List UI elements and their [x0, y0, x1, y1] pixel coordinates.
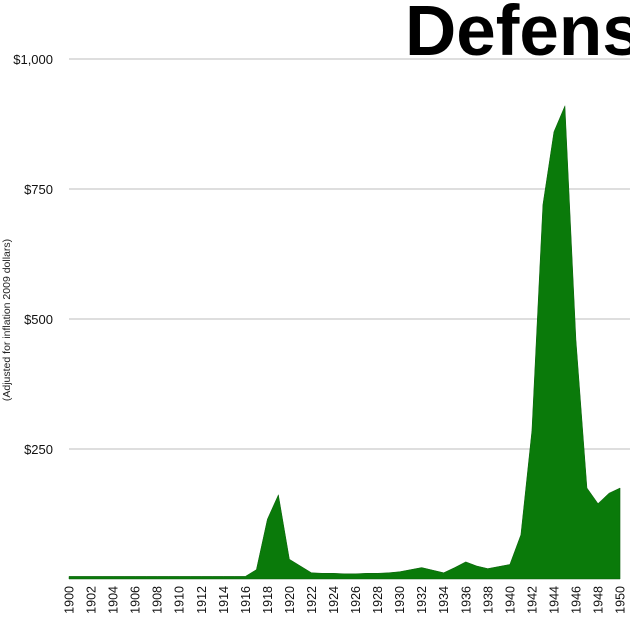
- x-tick-label: 1906: [129, 586, 143, 614]
- x-tick-label: 1920: [283, 586, 297, 614]
- x-tick-label: 1942: [525, 586, 539, 614]
- y-tick-label: $750: [24, 182, 53, 197]
- x-tick-label: 1934: [437, 586, 451, 614]
- x-tick-label: 1926: [349, 586, 363, 614]
- defense-spending-area: [69, 106, 620, 579]
- x-tick-label: 1922: [305, 586, 319, 614]
- x-tick-label: 1944: [547, 586, 561, 614]
- x-tick-label: 1928: [371, 586, 385, 614]
- y-axis-label: (Adjusted for inflation 2009 dollars): [1, 239, 13, 401]
- x-tick-label: 1904: [107, 586, 121, 614]
- x-tick-label: 1916: [239, 586, 253, 614]
- y-axis-ticks: $1,000 $750 $500 $250: [13, 52, 53, 457]
- x-tick-label: 1912: [195, 586, 209, 614]
- x-tick-label: 1950: [614, 586, 628, 614]
- x-tick-label: 1936: [459, 586, 473, 614]
- chart-title: Defens: [405, 0, 630, 71]
- x-tick-label: 1918: [261, 586, 275, 614]
- x-tick-label: 1946: [569, 586, 583, 614]
- y-tick-label: $500: [24, 312, 53, 327]
- x-tick-label: 1948: [592, 586, 606, 614]
- y-tick-label: $250: [24, 442, 53, 457]
- x-tick-label: 1930: [393, 586, 407, 614]
- x-tick-label: 1940: [503, 586, 517, 614]
- y-tick-label: $1,000: [13, 52, 53, 67]
- x-tick-label: 1924: [327, 586, 341, 614]
- x-tick-label: 1900: [63, 586, 77, 614]
- x-axis-ticks: 1900 1902 1904 1906 1908 1910 1912 1914 1916 1918…: [63, 586, 628, 614]
- x-tick-label: 1908: [151, 586, 165, 614]
- x-tick-label: 1938: [481, 586, 495, 614]
- x-tick-label: 1910: [173, 586, 187, 614]
- x-tick-label: 1902: [85, 586, 99, 614]
- x-tick-label: 1932: [415, 586, 429, 614]
- x-tick-label: 1914: [217, 586, 231, 614]
